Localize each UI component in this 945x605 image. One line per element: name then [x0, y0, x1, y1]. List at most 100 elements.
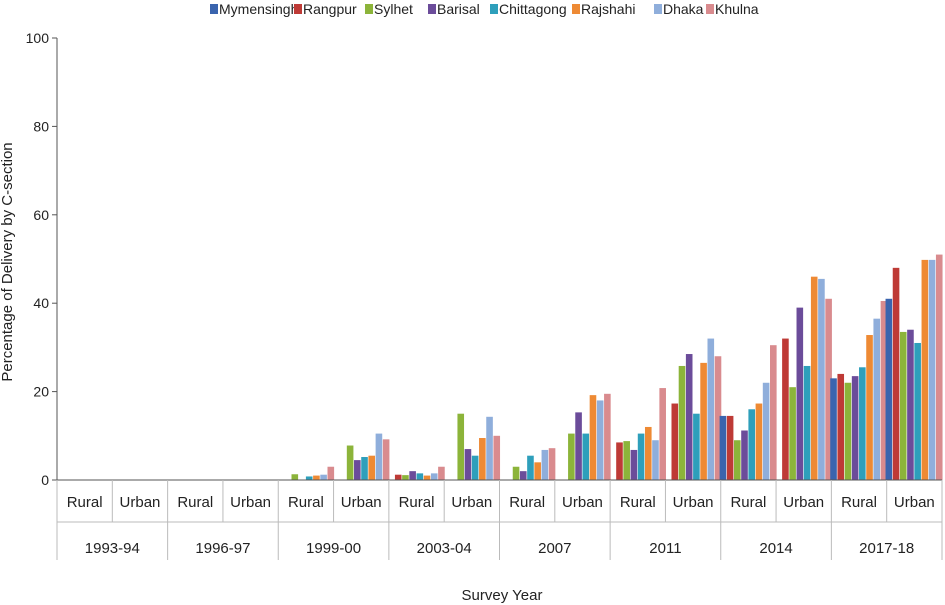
y-axis-title: Percentage of Delivery by C-section [0, 142, 16, 381]
x-category-label: Rural [67, 494, 103, 511]
bar-khulna [770, 345, 777, 480]
bar-rangpur [616, 442, 623, 480]
bar-chittagong [305, 476, 313, 480]
bar-dhaka [430, 473, 438, 480]
legend-label-rajshahi: Rajshahi [581, 1, 635, 17]
bar-sylhet [568, 433, 575, 480]
bar-chittagong [416, 473, 424, 480]
bar-dhaka [762, 382, 770, 480]
x-category-label: Urban [562, 494, 603, 511]
bar-sylhet [899, 331, 907, 480]
bar-sylhet [402, 475, 409, 480]
x-axis-title: Survey Year [462, 587, 543, 604]
legend-swatch-chittagong [490, 4, 498, 14]
bar-chittagong [803, 365, 811, 480]
bar-dhaka [486, 416, 493, 480]
x-category-label: Urban [120, 494, 161, 511]
bar-rajshahi [534, 462, 541, 480]
bar-khulna [714, 356, 722, 480]
bar-chittagong [748, 409, 756, 480]
bar-rajshahi [479, 438, 486, 480]
bar-rajshahi [423, 475, 431, 480]
bar-chittagong [361, 457, 368, 480]
x-category-label: Urban [783, 494, 824, 511]
x-year-label: 2007 [538, 540, 571, 557]
bar-sylhet [734, 440, 741, 480]
bar-dhaka [320, 474, 327, 480]
x-category-label: Rural [177, 494, 213, 511]
bar-sylhet [512, 466, 520, 480]
x-category-label: Rural [841, 494, 877, 511]
y-tick-label: 0 [41, 472, 49, 488]
legend-swatch-sylhet [365, 4, 373, 14]
bar-chittagong [471, 455, 479, 480]
bar-mymensingh [885, 298, 893, 480]
bar-barisal [796, 307, 804, 480]
bar-chittagong [637, 433, 645, 480]
bar-dhaka [873, 318, 881, 480]
bars [291, 254, 943, 480]
bar-khulna [935, 254, 943, 480]
x-category-label: Rural [730, 494, 766, 511]
bar-barisal [519, 471, 527, 480]
bar-khulna [438, 466, 445, 480]
legend-label-rangpur: Rangpur [303, 1, 357, 17]
legend-swatch-rajshahi [572, 4, 580, 14]
x-category-label: Rural [288, 494, 324, 511]
bar-khulna [493, 435, 501, 480]
y-tick-label: 20 [33, 384, 49, 400]
bar-rangpur [726, 415, 734, 480]
x-year-label: 1996-97 [195, 540, 250, 557]
x-axis: Rural Urban 1993-94 Rural Urban 1996-97 Rural U… [56, 479, 943, 560]
x-category-label: Rural [399, 494, 435, 511]
legend-swatch-rangpur [294, 4, 302, 14]
bar-dhaka [928, 259, 936, 480]
bar-sylhet [457, 413, 465, 480]
bar-sylhet [789, 387, 796, 480]
y-tick-label: 40 [33, 295, 49, 311]
legend-label-barisal: Barisal [437, 1, 480, 17]
bar-rajshahi [313, 475, 320, 480]
x-year-label: 1999-00 [306, 540, 361, 557]
bar-rangpur [892, 267, 900, 480]
bar-barisal [409, 471, 416, 480]
bar-barisal [354, 460, 361, 480]
bar-rangpur [782, 338, 789, 480]
legend-label-mymensingh: Mymensingh [219, 1, 298, 17]
bar-chittagong [693, 413, 700, 480]
bar-chittagong [582, 433, 590, 480]
bar-rajshahi [589, 395, 597, 480]
bar-rajshahi [368, 455, 376, 480]
bar-rangpur [837, 373, 845, 480]
legend: Mymensingh Rangpur Sylhet Barisal Chittagong… [210, 1, 759, 17]
bar-khulna [880, 300, 888, 480]
bar-barisal [575, 412, 582, 480]
x-year-label: 1993-94 [85, 540, 140, 557]
bar-rangpur [671, 403, 679, 480]
legend-swatch-dhaka [654, 4, 662, 14]
bar-sylhet [623, 441, 630, 480]
bar-sylhet [346, 445, 354, 480]
bar-dhaka [541, 449, 549, 480]
bar-barisal [907, 329, 914, 480]
bar-rajshahi [755, 403, 763, 480]
bar-khulna [382, 439, 390, 480]
bar-khulna [548, 448, 556, 480]
bar-mymensingh [830, 378, 837, 480]
bar-dhaka [707, 338, 715, 480]
x-category-label: Urban [230, 494, 271, 511]
bar-dhaka [652, 440, 659, 480]
bar-rajshahi [866, 335, 873, 480]
legend-label-dhaka: Dhaka [663, 1, 704, 17]
legend-label-sylhet: Sylhet [374, 1, 413, 17]
bar-dhaka [596, 400, 604, 480]
bar-chittagong [914, 342, 921, 480]
bar-rajshahi [810, 276, 818, 480]
bar-barisal [741, 430, 748, 480]
bar-sylhet [291, 474, 299, 480]
x-category-label: Urban [451, 494, 492, 511]
legend-swatch-khulna [706, 4, 714, 14]
x-year-label: 2017-18 [859, 540, 914, 557]
bar-chittagong [527, 455, 534, 480]
